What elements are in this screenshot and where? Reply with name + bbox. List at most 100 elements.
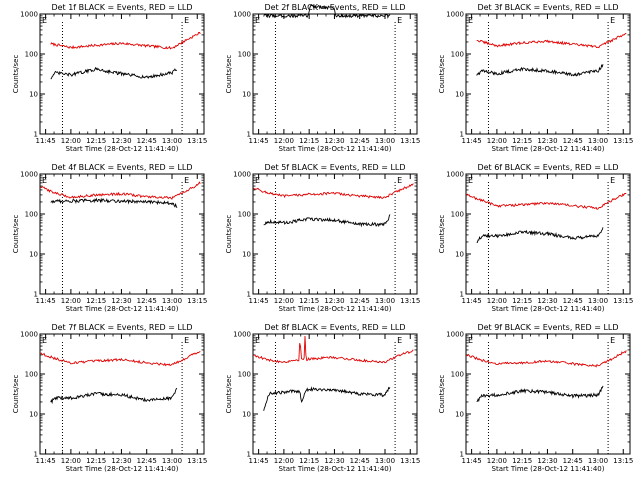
series-events-line <box>476 385 604 403</box>
x-axis-label: Start Time (28-Oct-12 11:41:40) <box>66 465 179 473</box>
y-tick-label: 100 <box>451 51 464 59</box>
x-tick-label: 13:00 <box>588 297 608 305</box>
series-events-line <box>263 4 391 19</box>
y-tick-label: 1000 <box>446 11 464 19</box>
x-tick-label: 12:30 <box>111 457 131 465</box>
x-tick-label: 12:30 <box>537 297 557 305</box>
y-tick-label: 1 <box>460 291 464 299</box>
x-axis-label: Start Time (28-Oct-12 11:41:40) <box>279 145 392 153</box>
series-lld-line <box>476 32 627 49</box>
y-tick-label: 100 <box>238 51 251 59</box>
plot-frame <box>252 173 418 295</box>
panel-title: Det 3f BLACK = Events, RED = LLD <box>477 3 618 12</box>
panel-title: Det 2f BLACK = Events, RED = LLD <box>264 3 405 12</box>
x-axis-label: Start Time (28-Oct-12 11:41:40) <box>492 465 605 473</box>
x-tick-label: 12:15 <box>299 297 319 305</box>
panel-3: Det 3f BLACK = Events, RED = LLD 1 10 100 10… <box>438 3 633 153</box>
x-axis-label: Start Time (28-Oct-12 11:41:40) <box>279 465 392 473</box>
y-tick-label: 1 <box>460 131 464 139</box>
x-tick-label: 12:45 <box>137 457 157 465</box>
time-marker-label: E <box>42 16 47 25</box>
time-marker-label: E <box>468 16 473 25</box>
panel-5: Det 5f BLACK = Events, RED = LLD 1 10 100 10… <box>225 163 420 313</box>
plot-frame <box>252 333 418 455</box>
time-marker-label: E <box>610 336 615 345</box>
panel-title: Det 5f BLACK = Events, RED = LLD <box>264 163 405 172</box>
y-tick-label: 10 <box>455 91 464 99</box>
x-axis-label: Start Time (28-Oct-12 11:41:40) <box>492 145 605 153</box>
x-tick-label: 13:15 <box>187 457 207 465</box>
x-tick-label: 12:15 <box>512 457 532 465</box>
panel-2: Det 2f BLACK = Events, RED = LLD 1 10 100 10… <box>225 3 420 153</box>
y-tick-label: 10 <box>29 91 38 99</box>
time-marker-label: E <box>184 176 189 185</box>
series-lld-line <box>466 192 627 210</box>
x-tick-label: 12:15 <box>86 457 106 465</box>
series-events-line <box>476 227 604 243</box>
x-tick-label: 11:45 <box>249 297 269 305</box>
time-marker-label: E <box>255 336 260 345</box>
x-tick-label: 12:00 <box>487 137 507 145</box>
series-lld-line <box>253 335 414 364</box>
plot-frame <box>39 13 205 135</box>
y-tick-label: 1000 <box>233 171 251 179</box>
y-tick-label: 1000 <box>446 331 464 339</box>
x-tick-label: 13:00 <box>375 457 395 465</box>
series-lld-line <box>40 181 201 200</box>
x-tick-label: 13:00 <box>588 137 608 145</box>
y-tick-label: 1000 <box>233 331 251 339</box>
y-axis-label: Counts/sec <box>12 215 20 254</box>
x-tick-label: 12:30 <box>324 297 344 305</box>
x-tick-label: 12:45 <box>137 137 157 145</box>
plot-frame <box>465 333 631 455</box>
series-events-line <box>263 214 391 228</box>
y-tick-label: 10 <box>29 411 38 419</box>
x-tick-label: 12:15 <box>299 457 319 465</box>
series-events-line <box>476 64 604 77</box>
panel-4: Det 4f BLACK = Events, RED = LLD 1 10 100 10… <box>12 163 207 313</box>
series-lld-line <box>50 32 201 50</box>
panel-title: Det 7f BLACK = Events, RED = LLD <box>51 323 192 332</box>
x-tick-label: 13:00 <box>588 457 608 465</box>
x-tick-label: 12:30 <box>111 297 131 305</box>
x-tick-label: 12:45 <box>350 297 370 305</box>
panel-7: Det 7f BLACK = Events, RED = LLD 1 10 100 10… <box>12 323 207 473</box>
y-axis-label: Counts/sec <box>225 55 233 94</box>
y-tick-label: 1000 <box>233 11 251 19</box>
x-tick-label: 13:15 <box>613 137 633 145</box>
x-tick-label: 11:45 <box>36 457 56 465</box>
x-tick-label: 13:15 <box>187 137 207 145</box>
x-tick-label: 12:30 <box>111 137 131 145</box>
y-tick-label: 1 <box>247 291 251 299</box>
x-tick-label: 12:45 <box>137 297 157 305</box>
y-tick-label: 100 <box>451 371 464 379</box>
x-tick-label: 13:15 <box>400 297 420 305</box>
y-tick-label: 1 <box>34 291 38 299</box>
x-tick-label: 13:00 <box>162 457 182 465</box>
series-lld-line <box>253 183 414 200</box>
x-tick-label: 12:00 <box>274 457 294 465</box>
series-events-line <box>50 66 177 80</box>
time-marker-label: E <box>610 16 615 25</box>
y-axis-label: Counts/sec <box>438 55 446 94</box>
x-tick-label: 12:00 <box>274 297 294 305</box>
x-tick-label: 11:45 <box>462 297 482 305</box>
time-marker-label: E <box>255 16 260 25</box>
x-tick-label: 12:45 <box>350 137 370 145</box>
y-tick-label: 1 <box>247 451 251 459</box>
time-marker-label: E <box>42 336 47 345</box>
panel-6: Det 6f BLACK = Events, RED = LLD 1 10 100 10… <box>438 163 633 313</box>
x-tick-label: 12:00 <box>487 457 507 465</box>
time-marker-label: E <box>397 16 402 25</box>
x-tick-label: 13:00 <box>375 137 395 145</box>
x-tick-label: 12:30 <box>324 137 344 145</box>
x-tick-label: 11:45 <box>462 457 482 465</box>
x-tick-label: 12:30 <box>324 457 344 465</box>
panel-title: Det 1f BLACK = Events, RED = LLD <box>51 3 192 12</box>
x-tick-label: 13:15 <box>613 457 633 465</box>
y-axis-label: Counts/sec <box>438 375 446 414</box>
time-marker-label: E <box>397 176 402 185</box>
x-tick-label: 13:15 <box>400 137 420 145</box>
panel-1: Det 1f BLACK = Events, RED = LLD 1 10 100 10… <box>12 3 207 153</box>
x-tick-label: 11:45 <box>462 137 482 145</box>
